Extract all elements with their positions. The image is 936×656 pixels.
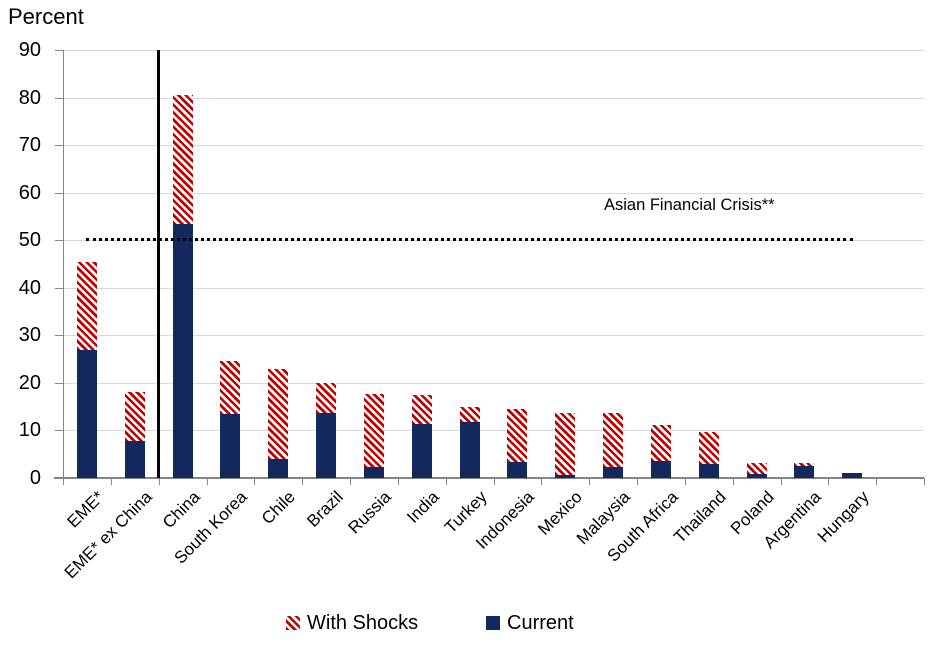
- x-axis-tick: [158, 478, 160, 485]
- legend-item-current: Current: [486, 611, 574, 635]
- current-swatch-icon: [486, 616, 500, 630]
- legend-label-with-shocks: With Shocks: [307, 612, 419, 634]
- x-axis-tick: [397, 478, 399, 485]
- y-axis-tick: [55, 478, 63, 479]
- y-axis-tick: [55, 145, 63, 147]
- y-axis-tick: [55, 382, 63, 384]
- bar-segment-with-shocks: [794, 463, 815, 466]
- bar-segment-with-shocks: [411, 394, 432, 425]
- y-axis-tick-label: 40: [18, 276, 41, 299]
- y-axis-tick: [55, 50, 63, 51]
- bar-segment-with-shocks: [172, 95, 193, 224]
- bar-segment-current: [411, 424, 432, 478]
- x-axis-tick: [445, 478, 447, 485]
- x-axis-tick: [254, 478, 256, 485]
- x-axis-tick: [732, 478, 734, 485]
- bar-segment-with-shocks: [76, 261, 97, 350]
- x-axis-tick: [924, 478, 925, 485]
- y-gridline: [63, 335, 924, 337]
- x-axis-tick: [302, 478, 304, 485]
- y-axis-tick-label: 70: [18, 134, 41, 157]
- x-axis-tick: [541, 478, 543, 485]
- y-axis-line: [63, 50, 64, 484]
- y-gridline: [63, 430, 924, 432]
- asian-financial-crisis-annotation: Asian Financial Crisis**: [604, 196, 775, 214]
- bar-segment-with-shocks: [507, 409, 528, 462]
- bar-segment-with-shocks: [220, 361, 241, 414]
- y-axis-tick-label: 0: [29, 467, 41, 489]
- bar-segment-with-shocks: [650, 424, 671, 461]
- y-axis-tick: [55, 192, 63, 194]
- bar-segment-current: [794, 465, 815, 478]
- bar-segment-current: [842, 473, 863, 478]
- bar-segment-current: [363, 467, 384, 478]
- y-axis-tick: [55, 430, 63, 432]
- y-axis-title: Percent: [8, 4, 84, 29]
- y-gridline: [63, 382, 924, 384]
- x-axis-tick: [350, 478, 351, 485]
- bar-segment-with-shocks: [459, 406, 480, 422]
- bar-segment-with-shocks: [268, 368, 289, 460]
- bar-segment-current: [124, 440, 145, 478]
- y-axis-tick-label: 20: [18, 371, 41, 394]
- bar-segment-with-shocks: [363, 393, 384, 468]
- x-axis-tick: [637, 478, 638, 485]
- y-axis-tick-label: 50: [18, 229, 41, 252]
- legend-item-with-shocks: With Shocks: [286, 611, 418, 635]
- china-separator-line: [157, 50, 161, 478]
- y-axis-tick: [55, 240, 63, 242]
- bar-segment-current: [650, 460, 671, 478]
- y-gridline: [63, 287, 924, 289]
- y-axis-tick: [55, 97, 63, 99]
- bar-segment-current: [172, 223, 193, 478]
- bar-segment-with-shocks: [698, 431, 719, 465]
- x-axis-tick: [876, 478, 878, 485]
- x-axis-tick: [206, 478, 208, 485]
- x-axis-line: [54, 477, 924, 479]
- y-gridline: [63, 192, 924, 194]
- y-axis-tick: [55, 287, 63, 289]
- y-axis-tick-label: 90: [18, 39, 41, 61]
- x-axis-tick: [493, 478, 495, 485]
- x-axis-tick: [684, 478, 686, 485]
- y-axis-tick: [55, 335, 63, 337]
- x-axis-tick: [828, 478, 830, 485]
- bar-segment-current: [76, 349, 97, 478]
- bar-segment-current: [268, 459, 289, 478]
- bar-segment-with-shocks: [124, 392, 145, 441]
- x-axis-tick: [589, 478, 591, 485]
- legend-label-current: Current: [507, 612, 574, 634]
- y-gridline: [63, 145, 924, 147]
- bar-segment-current: [459, 421, 480, 478]
- bar-segment-current: [746, 474, 767, 478]
- y-gridline: [63, 50, 924, 51]
- bar-segment-current: [698, 464, 719, 478]
- bar-segment-current: [220, 413, 241, 478]
- with-shocks-swatch-icon: [286, 616, 300, 630]
- y-axis-tick-label: 60: [18, 181, 41, 204]
- bar-segment-current: [316, 413, 337, 478]
- stacked-bar-chart: Percent 0 10 20 30 40 50 60 70 80 90 EME* EME* ex C…: [8, 4, 925, 635]
- bar-segment-with-shocks: [746, 462, 767, 475]
- bar-segment-current: [507, 461, 528, 478]
- bar-segment-with-shocks: [316, 382, 337, 414]
- y-axis-tick-label: 10: [18, 419, 41, 442]
- bar-segment-current: [603, 467, 624, 478]
- bar-segment-current: [555, 474, 576, 478]
- y-axis-tick-label: 80: [18, 86, 41, 109]
- bar-segment-with-shocks: [555, 412, 576, 475]
- x-axis-tick: [63, 478, 64, 485]
- y-axis-tick-label: 30: [18, 324, 41, 347]
- bar-segment-with-shocks: [603, 413, 624, 468]
- x-axis-tick: [780, 478, 782, 485]
- x-axis-tick: [110, 478, 112, 485]
- asian-financial-crisis-reference-line: [86, 238, 853, 242]
- y-gridline: [63, 97, 924, 99]
